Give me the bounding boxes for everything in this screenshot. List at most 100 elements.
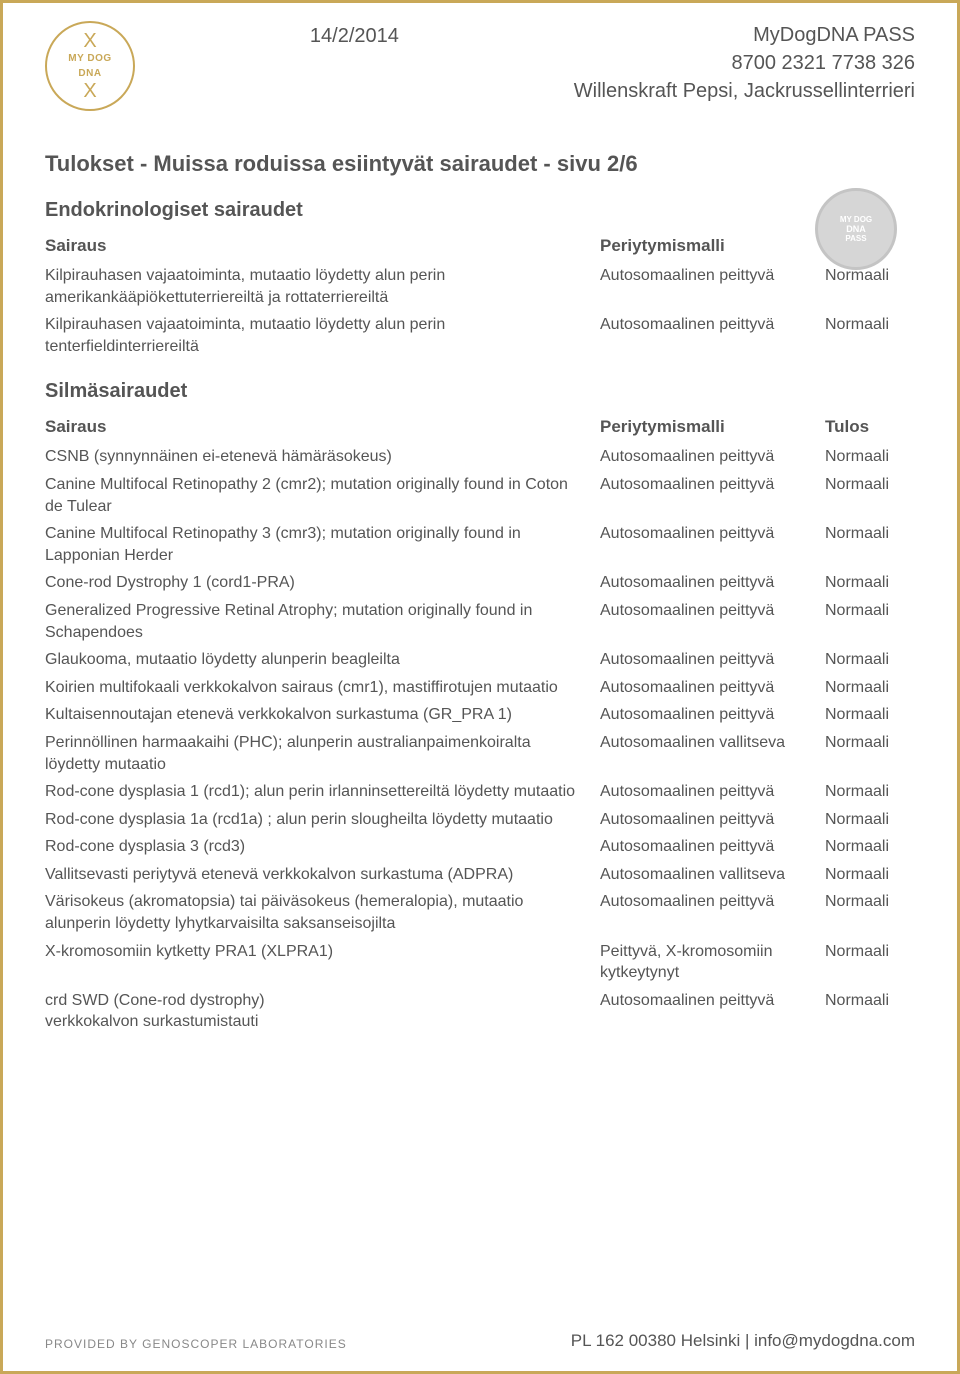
col-disease-header: Sairaus xyxy=(45,417,600,437)
disease-name: Perinnöllinen harmaakaihi (PHC); alunper… xyxy=(45,732,600,775)
brand-logo: X MY DOG DNA X xyxy=(45,21,135,111)
report-page: X MY DOG DNA X 14/2/2014 MyDogDNA PASS 8… xyxy=(0,0,960,1374)
badge-line2: DNA xyxy=(846,224,866,234)
disease-name: Vallitsevasti periytyvä etenevä verkkoka… xyxy=(45,864,600,886)
disease-name: Kilpirauhasen vajaatoiminta, mutaatio lö… xyxy=(45,265,600,308)
inheritance-pattern: Autosomaalinen peittyvä xyxy=(600,600,825,643)
report-date: 14/2/2014 xyxy=(135,21,574,48)
inheritance-pattern: Autosomaalinen peittyvä xyxy=(600,809,825,831)
badge-line3: PASS xyxy=(845,234,866,243)
page-title: Tulokset - Muissa roduissa esiintyvät sa… xyxy=(45,151,915,177)
inheritance-pattern: Autosomaalinen peittyvä xyxy=(600,523,825,566)
disease-name: Generalized Progressive Retinal Atrophy;… xyxy=(45,600,600,643)
table-row: Canine Multifocal Retinopathy 2 (cmr2); … xyxy=(45,471,915,520)
result-value: Normaali xyxy=(825,990,915,1033)
result-value: Normaali xyxy=(825,677,915,699)
table-row: Glaukooma, mutaatio löydetty alunperin b… xyxy=(45,646,915,674)
table-row: Generalized Progressive Retinal Atrophy;… xyxy=(45,597,915,646)
logo-main-text: DNA xyxy=(78,68,101,79)
inheritance-pattern: Peittyvä, X-kromosomiin kytkeytynyt xyxy=(600,941,825,984)
inheritance-pattern: Autosomaalinen peittyvä xyxy=(600,314,825,357)
disease-name: Rod-cone dysplasia 1a (rcd1a) ; alun per… xyxy=(45,809,600,831)
provider-label: PROVIDED BY GENOSCOPER LABORATORIES xyxy=(45,1337,347,1351)
table-row: Perinnöllinen harmaakaihi (PHC); alunper… xyxy=(45,729,915,778)
table-row: Rod-cone dysplasia 1 (rcd1); alun perin … xyxy=(45,778,915,806)
result-value: Normaali xyxy=(825,523,915,566)
contact-info: PL 162 00380 Helsinki | info@mydogdna.co… xyxy=(571,1331,915,1351)
table-row: Cone-rod Dystrophy 1 (cord1-PRA)Autosoma… xyxy=(45,569,915,597)
subsection-title: Silmäsairaudet xyxy=(45,380,915,403)
table-row: Kilpirauhasen vajaatoiminta, mutaatio lö… xyxy=(45,311,915,360)
inheritance-pattern: Autosomaalinen peittyvä xyxy=(600,474,825,517)
inheritance-pattern: Autosomaalinen peittyvä xyxy=(600,990,825,1033)
result-value: Normaali xyxy=(825,600,915,643)
inheritance-pattern: Autosomaalinen peittyvä xyxy=(600,891,825,934)
inheritance-pattern: Autosomaalinen peittyvä xyxy=(600,649,825,671)
result-value: Normaali xyxy=(825,732,915,775)
inheritance-pattern: Autosomaalinen vallitseva xyxy=(600,732,825,775)
subsection-title: Endokrinologiset sairaudet xyxy=(45,199,915,222)
disease-name: Cone-rod Dystrophy 1 (cord1-PRA) xyxy=(45,572,600,594)
inheritance-pattern: Autosomaalinen peittyvä xyxy=(600,677,825,699)
col-pattern-header: Periytymismalli xyxy=(600,417,825,437)
table-row: Rod-cone dysplasia 3 (rcd3)Autosomaaline… xyxy=(45,833,915,861)
disease-name: Kilpirauhasen vajaatoiminta, mutaatio lö… xyxy=(45,314,600,357)
disease-name: Värisokeus (akromatopsia) tai päiväsokeu… xyxy=(45,891,600,934)
pass-id: 8700 2321 7738 326 xyxy=(574,49,915,77)
table-row: Värisokeus (akromatopsia) tai päiväsokeu… xyxy=(45,888,915,937)
inheritance-pattern: Autosomaalinen peittyvä xyxy=(600,572,825,594)
inheritance-pattern: Autosomaalinen peittyvä xyxy=(600,446,825,468)
table-row: Kultaisennoutajan etenevä verkkokalvon s… xyxy=(45,701,915,729)
logo-dna-icon: X xyxy=(83,81,96,101)
disease-name: Rod-cone dysplasia 3 (rcd3) xyxy=(45,836,600,858)
pass-badge-icon: MY DOG DNA PASS xyxy=(815,188,897,270)
result-value: Normaali xyxy=(825,891,915,934)
table-row: CSNB (synnynnäinen ei-etenevä hämäräsoke… xyxy=(45,443,915,471)
result-value: Normaali xyxy=(825,704,915,726)
disease-name: X-kromosomiin kytketty PRA1 (XLPRA1) xyxy=(45,941,600,984)
result-value: Normaali xyxy=(825,941,915,984)
table-row: crd SWD (Cone-rod dystrophy) verkkokalvo… xyxy=(45,987,915,1036)
inheritance-pattern: Autosomaalinen peittyvä xyxy=(600,265,825,308)
result-value: Normaali xyxy=(825,265,915,308)
disease-name: CSNB (synnynnäinen ei-etenevä hämäräsoke… xyxy=(45,446,600,468)
result-value: Normaali xyxy=(825,781,915,803)
disease-name: Canine Multifocal Retinopathy 3 (cmr3); … xyxy=(45,523,600,566)
table-header: SairausPeriytymismalliTulos xyxy=(45,236,915,262)
result-value: Normaali xyxy=(825,446,915,468)
disease-name: crd SWD (Cone-rod dystrophy) verkkokalvo… xyxy=(45,990,600,1033)
col-disease-header: Sairaus xyxy=(45,236,600,256)
table-row: Canine Multifocal Retinopathy 3 (cmr3); … xyxy=(45,520,915,569)
inheritance-pattern: Autosomaalinen vallitseva xyxy=(600,864,825,886)
result-value: Normaali xyxy=(825,474,915,517)
result-value: Normaali xyxy=(825,649,915,671)
result-value: Normaali xyxy=(825,809,915,831)
table-row: Koirien multifokaali verkkokalvon sairau… xyxy=(45,674,915,702)
result-value: Normaali xyxy=(825,572,915,594)
result-value: Normaali xyxy=(825,314,915,357)
pass-title: MyDogDNA PASS xyxy=(574,21,915,49)
table-row: Kilpirauhasen vajaatoiminta, mutaatio lö… xyxy=(45,262,915,311)
inheritance-pattern: Autosomaalinen peittyvä xyxy=(600,704,825,726)
disease-name: Kultaisennoutajan etenevä verkkokalvon s… xyxy=(45,704,600,726)
col-result-header: Tulos xyxy=(825,417,915,437)
dog-identity: Willenskraft Pepsi, Jackrussellinterrier… xyxy=(574,77,915,105)
disease-name: Koirien multifokaali verkkokalvon sairau… xyxy=(45,677,600,699)
report-header: X MY DOG DNA X 14/2/2014 MyDogDNA PASS 8… xyxy=(45,21,915,111)
logo-dna-icon: X xyxy=(83,31,96,51)
inheritance-pattern: Autosomaalinen peittyvä xyxy=(600,836,825,858)
table-row: X-kromosomiin kytketty PRA1 (XLPRA1)Peit… xyxy=(45,938,915,987)
disease-name: Canine Multifocal Retinopathy 2 (cmr2); … xyxy=(45,474,600,517)
col-pattern-header: Periytymismalli xyxy=(600,236,825,256)
sections-container: Endokrinologiset sairaudetSairausPeriyty… xyxy=(45,199,915,1036)
inheritance-pattern: Autosomaalinen peittyvä xyxy=(600,781,825,803)
result-value: Normaali xyxy=(825,836,915,858)
result-value: Normaali xyxy=(825,864,915,886)
table-row: Vallitsevasti periytyvä etenevä verkkoka… xyxy=(45,861,915,889)
badge-line1: MY DOG xyxy=(840,215,872,224)
page-footer: PROVIDED BY GENOSCOPER LABORATORIES PL 1… xyxy=(45,1331,915,1351)
table-row: Rod-cone dysplasia 1a (rcd1a) ; alun per… xyxy=(45,806,915,834)
disease-name: Glaukooma, mutaatio löydetty alunperin b… xyxy=(45,649,600,671)
logo-top-text: MY DOG xyxy=(68,53,111,64)
disease-name: Rod-cone dysplasia 1 (rcd1); alun perin … xyxy=(45,781,600,803)
